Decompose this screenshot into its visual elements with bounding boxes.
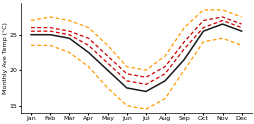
Y-axis label: Monthly Ave Temp (°C): Monthly Ave Temp (°C) <box>3 22 8 94</box>
